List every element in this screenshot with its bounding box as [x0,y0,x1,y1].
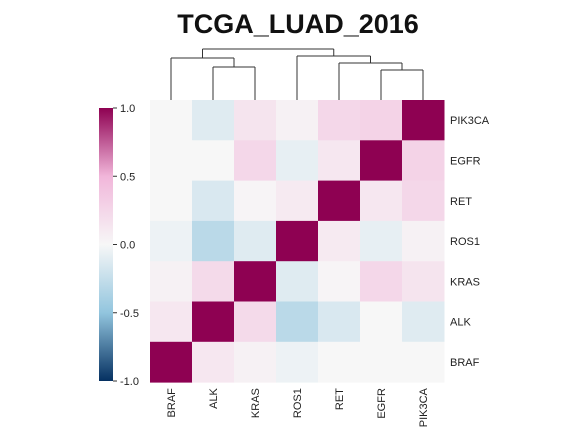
column-label-egfr: EGFR [376,388,388,419]
column-label-braf: BRAF [166,388,178,418]
heatmap-cell-pik3ca-ros1 [276,100,319,141]
heatmap-cell-ret-pik3ca [402,180,445,222]
colorbar-gradient [99,108,113,381]
heatmap-cell-ros1-kras [234,220,277,262]
colorbar-ticks: 1.0 0.5 0.0 -0.5 -1.0 [113,103,139,388]
column-label-alk: ALK [208,387,220,408]
column-label-ros1: ROS1 [292,388,304,418]
heatmap-cell-ret-kras [234,180,277,222]
heatmap-cell-egfr-pik3ca [402,140,445,182]
heatmap-cell-alk-egfr [360,301,403,343]
heatmap-cell-ret-ros1 [276,180,319,222]
chart-title: TCGA_LUAD_2016 [177,9,419,39]
heatmap-cell-ros1-pik3ca [402,220,445,262]
heatmap-cell-kras-ret [318,261,361,302]
heatmap-cell-pik3ca-egfr [360,100,403,141]
heatmap-cell-egfr-braf [150,140,193,182]
column-label-ret: RET [334,388,346,410]
heatmap-cell-braf-pik3ca [402,341,445,383]
heatmap-cell-ros1-ret [318,220,361,262]
heatmap-cell-alk-pik3ca [402,301,445,343]
heatmap-cell-braf-egfr [360,341,403,383]
heatmap-cell-alk-ros1 [276,301,319,343]
heatmap-cell-alk-alk [192,301,235,343]
row-label-kras: KRAS [450,276,480,288]
heatmap-cell-braf-kras [234,341,277,383]
heatmap-cell-kras-pik3ca [402,261,445,302]
colorbar-tick-label: 0.0 [120,240,135,252]
colorbar-tick-label: -1.0 [120,376,139,388]
colorbar-tick-label: 0.5 [120,171,135,183]
heatmap-cell-kras-egfr [360,261,403,302]
heatmap-cell-ret-ret [318,180,361,222]
heatmap-cell-egfr-ret [318,140,361,182]
row-label-pik3ca: PIK3CA [450,115,490,127]
row-label-ret: RET [450,196,472,208]
heatmap-cell-ros1-ros1 [276,220,319,262]
heatmap-cells [150,100,445,383]
row-label-ros1: ROS1 [450,236,480,248]
heatmap-cell-ret-braf [150,180,193,222]
heatmap-cell-ros1-alk [192,220,235,262]
heatmap-cell-ros1-braf [150,220,193,262]
heatmap-cell-braf-ros1 [276,341,319,383]
heatmap-cell-kras-ros1 [276,261,319,302]
heatmap-cell-braf-alk [192,341,235,383]
heatmap-cell-braf-ret [318,341,361,383]
row-label-alk: ALK [450,317,471,329]
colorbar [99,108,113,381]
colorbar-tick-label: -0.5 [120,308,139,320]
heatmap-cell-egfr-alk [192,140,235,182]
heatmap-cell-pik3ca-braf [150,100,193,141]
heatmap-cell-ret-alk [192,180,235,222]
row-label-egfr: EGFR [450,155,481,167]
colorbar-tick-label: 1.0 [120,103,135,115]
heatmap-cell-pik3ca-alk [192,100,235,141]
column-label-pik3ca: PIK3CA [418,387,430,427]
heatmap-cell-pik3ca-pik3ca [402,100,445,141]
heatmap-cell-ret-egfr [360,180,403,222]
heatmap-cell-braf-braf [150,341,193,383]
heatmap-cell-pik3ca-ret [318,100,361,141]
heatmap-cell-egfr-ros1 [276,140,319,182]
heatmap-cell-alk-kras [234,301,277,343]
column-labels: BRAF ALK KRAS ROS1 RET EGFR PIK3CA [166,387,430,427]
row-labels: PIK3CA EGFR RET ROS1 KRAS ALK BRAF [450,115,490,369]
heatmap-cell-kras-braf [150,261,193,302]
heatmap-cell-egfr-egfr [360,140,403,182]
column-label-kras: KRAS [250,388,262,418]
heatmap-cell-alk-ret [318,301,361,343]
row-label-braf: BRAF [450,357,480,369]
heatmap-cell-pik3ca-kras [234,100,277,141]
heatmap-cell-kras-alk [192,261,235,302]
heatmap-cell-alk-braf [150,301,193,343]
heatmap-cell-ros1-egfr [360,220,403,262]
column-dendrogram [170,48,424,100]
heatmap-cell-kras-kras [234,261,277,302]
heatmap-cell-egfr-kras [234,140,277,182]
